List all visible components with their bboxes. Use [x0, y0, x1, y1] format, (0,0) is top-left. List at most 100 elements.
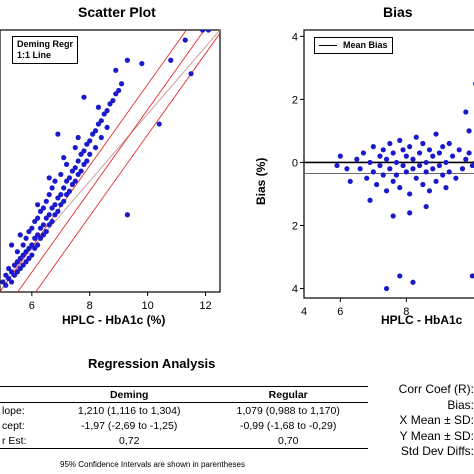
data-point	[370, 144, 376, 150]
data-point	[35, 242, 41, 248]
data-point	[440, 144, 446, 150]
data-point	[407, 210, 413, 216]
data-point	[205, 30, 212, 33]
data-point	[463, 156, 469, 162]
data-point	[98, 118, 104, 124]
data-point	[354, 156, 360, 162]
data-point	[463, 109, 469, 115]
deming-value: 1,210 (1,116 to 1,304)	[77, 404, 181, 417]
x-tick-label: 4	[301, 306, 307, 318]
data-point	[182, 37, 188, 43]
data-point	[26, 255, 32, 262]
data-point	[55, 195, 61, 201]
data-point	[63, 191, 70, 198]
data-point	[456, 147, 462, 153]
data-point	[8, 279, 15, 285]
data-point	[58, 191, 64, 198]
bias-plot: -4 -2 0 2 4 4 6 8	[292, 29, 474, 318]
data-point	[49, 205, 55, 211]
data-point	[43, 198, 49, 204]
data-point	[14, 249, 20, 255]
data-point	[364, 175, 370, 181]
data-point	[66, 188, 73, 194]
deming-regression-line	[17, 30, 205, 292]
data-point	[337, 153, 343, 159]
x-tick-label: 8	[403, 306, 409, 318]
data-point	[101, 111, 107, 117]
data-point	[23, 259, 29, 265]
scatter-plot-title: Scatter Plot	[78, 4, 156, 20]
data-point	[63, 161, 70, 167]
data-point	[61, 155, 67, 161]
data-point	[32, 245, 38, 251]
data-point	[63, 178, 70, 184]
data-point	[334, 162, 340, 169]
data-point	[20, 252, 26, 258]
y-tick-label: -4	[292, 284, 298, 296]
summary-stats-labels: Corr Coef (R): Bias: X Mean ± SD: Y Mean…	[374, 382, 474, 460]
deming-value: 0,72	[118, 434, 140, 447]
data-point	[393, 159, 400, 166]
data-point	[81, 94, 87, 100]
data-point	[360, 150, 367, 156]
data-point	[423, 203, 429, 210]
data-point	[453, 175, 459, 181]
data-point	[52, 202, 58, 208]
data-point	[436, 150, 442, 156]
data-point	[23, 235, 29, 241]
data-point	[459, 166, 466, 172]
legend-entry-mean-bias: Mean Bias	[343, 40, 388, 50]
data-point	[347, 178, 353, 184]
data-point	[104, 124, 110, 131]
deming-value: -1,97 (-2,69 to -1,25)	[81, 419, 178, 432]
data-point	[0, 279, 6, 285]
data-point	[139, 60, 145, 67]
data-point	[20, 262, 26, 268]
data-point	[423, 159, 429, 166]
data-point	[58, 202, 64, 208]
data-point	[380, 147, 386, 153]
data-point	[84, 158, 90, 164]
data-point	[387, 140, 393, 147]
data-point	[29, 252, 35, 258]
bias-legend: Mean Bias	[314, 37, 393, 54]
data-point	[8, 242, 15, 248]
data-point	[446, 140, 452, 147]
regular-value: -0,99 (-1,68 to -0,29)	[240, 419, 337, 432]
data-point	[433, 178, 439, 184]
header-blank	[0, 386, 50, 403]
y-tick-label: 0	[292, 157, 298, 169]
stat-label-sd-diffs: Std Dev Diffs:	[400, 444, 474, 458]
legend-entry-identity: 1:1 Line	[17, 50, 52, 60]
data-point	[75, 171, 81, 178]
data-point	[400, 162, 406, 169]
data-point	[3, 282, 9, 288]
data-point	[390, 213, 396, 219]
data-point	[43, 228, 49, 235]
data-point	[14, 259, 20, 265]
data-point	[383, 188, 390, 194]
data-point	[81, 148, 87, 154]
data-point	[72, 144, 78, 151]
data-point	[78, 151, 84, 157]
data-point	[87, 138, 93, 144]
data-point	[426, 147, 433, 153]
data-point	[430, 153, 436, 159]
table-row: lope: 1,210 (1,116 to 1,304) 1,079 (0,98…	[0, 403, 368, 419]
data-point	[95, 104, 102, 110]
regression-table: Deming Regular lope: 1,210 (1,116 to 1,3…	[0, 386, 368, 449]
data-point	[61, 185, 67, 191]
data-point	[466, 150, 472, 156]
data-point	[37, 208, 44, 214]
data-point	[23, 249, 29, 255]
table-row: cept: -1,97 (-2,69 to -1,25) -0,99 (-1,6…	[0, 418, 368, 433]
bias-y-axis-label: Bias (%)	[254, 157, 268, 205]
header-deming: Deming	[50, 386, 209, 403]
data-point	[40, 232, 47, 238]
data-point	[72, 178, 78, 184]
data-point	[11, 262, 18, 268]
data-point	[26, 228, 32, 235]
data-point	[436, 162, 442, 169]
data-point	[40, 222, 47, 228]
deming-upper-ci-line	[0, 30, 187, 292]
